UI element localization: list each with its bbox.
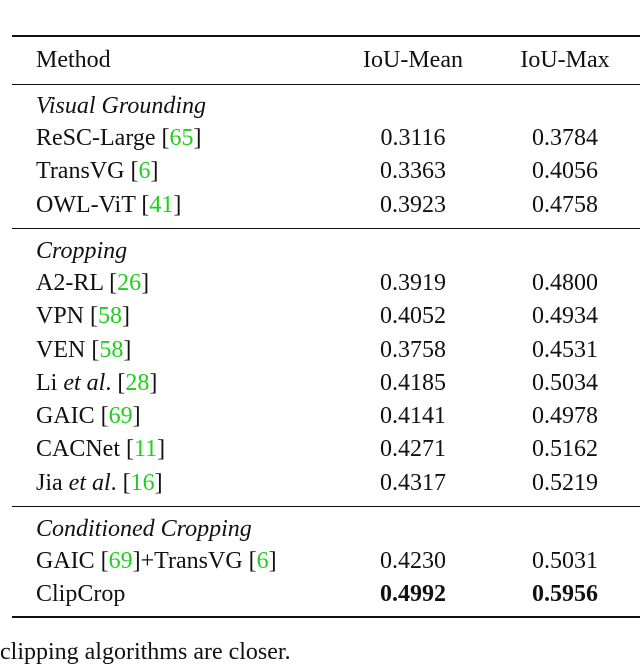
method-text: VPN [ xyxy=(36,303,99,330)
method-cell: Li et al. [28] xyxy=(36,368,157,398)
rule xyxy=(12,35,640,37)
method-cell: CACNet [11] xyxy=(36,434,165,464)
rule xyxy=(12,227,640,229)
value-cell: 0.4141 xyxy=(380,403,446,430)
value-cell: 0.4185 xyxy=(380,369,446,396)
value-cell: 0.4052 xyxy=(380,303,446,330)
value-cell: 0.4992 xyxy=(380,581,446,608)
value-cell: 0.5956 xyxy=(532,581,598,608)
citation[interactable]: 69 xyxy=(108,548,133,574)
citation[interactable]: 11 xyxy=(134,436,158,463)
method-text: ]+TransVG [ xyxy=(132,548,257,574)
value-cell: 0.3784 xyxy=(532,125,598,151)
value-cell: 0.5034 xyxy=(532,369,598,396)
citation[interactable]: 6 xyxy=(138,158,151,185)
citation[interactable]: 6 xyxy=(256,548,269,574)
method-text: GAIC [ xyxy=(36,548,109,574)
citation[interactable]: 58 xyxy=(98,303,123,330)
value-cell: 0.3923 xyxy=(380,191,446,218)
value-cell: 0.4271 xyxy=(380,436,446,463)
method-cell: VPN [58] xyxy=(36,301,130,331)
value-cell: IoU-Max xyxy=(520,47,610,73)
value-cell: 0.5219 xyxy=(532,469,598,496)
method-text: ] xyxy=(268,548,277,574)
method-text: . [ xyxy=(110,469,131,496)
value-cell: 0.3919 xyxy=(380,269,446,296)
value-cell: 0.3116 xyxy=(380,125,446,151)
method-text: GAIC [ xyxy=(36,403,109,430)
value-cell: 0.4758 xyxy=(532,191,598,218)
header-cell: Method xyxy=(36,47,111,73)
method-text: ] xyxy=(173,191,182,218)
value-cell: 0.5031 xyxy=(532,548,598,574)
method-text: TransVG [ xyxy=(36,158,139,185)
method-text: Li xyxy=(36,369,64,396)
value-cell: 0.4056 xyxy=(532,158,598,185)
method-cell: GAIC [69]+TransVG [6] xyxy=(36,546,277,576)
rule xyxy=(12,615,640,618)
group-title: Visual Grounding xyxy=(36,93,207,119)
method-cell: A2-RL [26] xyxy=(36,268,149,298)
value-cell: 0.5162 xyxy=(532,436,598,463)
method-text: ] xyxy=(122,303,131,330)
citation[interactable]: 58 xyxy=(99,336,124,363)
rule xyxy=(12,506,640,507)
method-text: ] xyxy=(149,369,158,396)
method-cell: ReSC-Large [65] xyxy=(36,123,202,153)
group-title: Conditioned Cropping xyxy=(36,516,252,542)
method-text: ] xyxy=(150,158,159,185)
method-text: ] xyxy=(132,403,141,430)
method-cell: GAIC [69] xyxy=(36,401,141,431)
rule xyxy=(12,84,640,85)
value-cell: 0.4800 xyxy=(532,269,598,296)
method-cell: OWL-ViT [41] xyxy=(36,190,181,220)
method-cell: ClipCrop xyxy=(36,579,125,609)
method-text: ] xyxy=(141,269,150,296)
method-text: CACNet [ xyxy=(36,436,134,463)
citation[interactable]: 26 xyxy=(117,269,142,296)
value-cell: IoU-Mean xyxy=(363,47,463,73)
method-text: ] xyxy=(157,436,166,463)
citation[interactable]: 41 xyxy=(149,191,174,218)
method-text: et al xyxy=(63,369,106,396)
value-cell: 0.4978 xyxy=(532,403,598,430)
method-text: VEN [ xyxy=(36,336,100,363)
footer-text: clipping algorithms are closer. xyxy=(0,639,291,665)
value-cell: 0.4317 xyxy=(380,469,446,496)
method-text: A2-RL [ xyxy=(36,269,118,296)
value-cell: 0.3758 xyxy=(380,336,446,363)
method-text: et al xyxy=(68,469,111,496)
method-text: ReSC-Large [ xyxy=(36,125,170,151)
method-text: . [ xyxy=(105,369,126,396)
citation[interactable]: 28 xyxy=(125,369,150,396)
method-text: ClipCrop xyxy=(36,581,126,608)
method-cell: Jia et al. [16] xyxy=(36,468,163,498)
method-text: Jia xyxy=(36,469,69,496)
value-cell: 0.4230 xyxy=(380,548,446,574)
citation[interactable]: 69 xyxy=(108,403,133,430)
method-cell: TransVG [6] xyxy=(36,156,158,186)
method-text: ] xyxy=(193,125,202,151)
citation[interactable]: 65 xyxy=(169,125,194,151)
method-text: OWL-ViT [ xyxy=(36,191,150,218)
method-cell: VEN [58] xyxy=(36,335,131,365)
citation[interactable]: 16 xyxy=(130,469,155,496)
method-text: ] xyxy=(123,336,132,363)
method-text: ] xyxy=(154,469,163,496)
group-title: Cropping xyxy=(36,237,128,264)
value-cell: 0.3363 xyxy=(380,158,446,185)
value-cell: 0.4934 xyxy=(532,303,598,330)
value-cell: 0.4531 xyxy=(532,336,598,363)
